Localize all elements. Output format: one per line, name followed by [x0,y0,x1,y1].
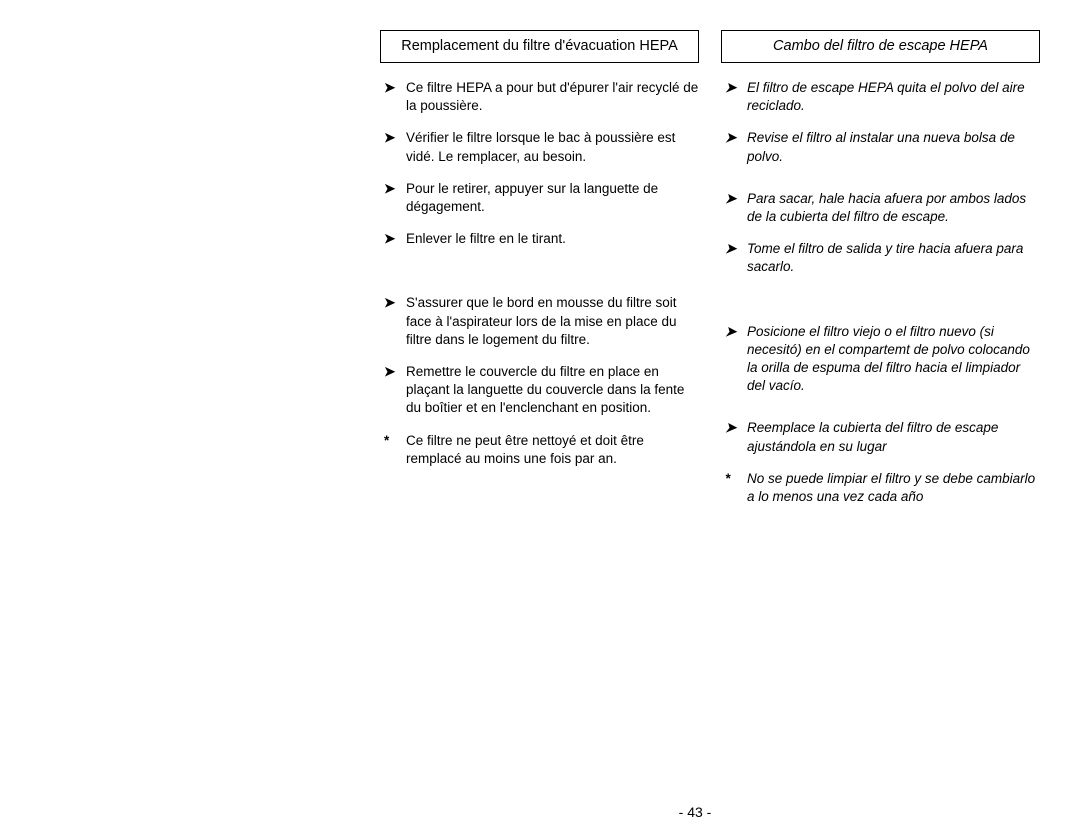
french-title-box: Remplacement du filtre d'évacuation HEPA [380,30,699,63]
item-text: Pour le retirer, appuyer sur la languett… [406,180,699,216]
arrow-bullet-icon: ➤ [725,190,747,226]
list-item: ➤Remettre le couvercle du filtre en plac… [384,363,699,418]
arrow-bullet-icon: ➤ [384,129,406,165]
french-items: ➤Ce filtre HEPA a pour but d'épurer l'ai… [380,79,699,468]
spanish-column: Cambo del filtro de escape HEPA ➤El filt… [721,30,1040,520]
list-item: ➤Para sacar, hale hacia afuera por ambos… [725,190,1040,226]
item-text: Para sacar, hale hacia afuera por ambos … [747,190,1040,226]
item-text: Tome el filtro de salida y tire hacia af… [747,240,1040,276]
asterisk-icon: * [384,432,406,468]
list-item: ➤Posicione el filtro viejo o el filtro n… [725,323,1040,396]
list-item: ➤Reemplace la cubierta del filtro de esc… [725,419,1040,455]
arrow-bullet-icon: ➤ [725,129,747,165]
item-text: S'assurer que le bord en mousse du filtr… [406,294,699,349]
list-item: *Ce filtre ne peut être nettoyé et doit … [384,432,699,468]
list-item: ➤El filtro de escape HEPA quita el polvo… [725,79,1040,115]
item-text: Revise el filtro al instalar una nueva b… [747,129,1040,165]
french-column: Remplacement du filtre d'évacuation HEPA… [380,30,699,520]
arrow-bullet-icon: ➤ [384,180,406,216]
list-item: ➤Revise el filtro al instalar una nueva … [725,129,1040,165]
asterisk-icon: * [725,470,747,506]
arrow-bullet-icon: ➤ [725,79,747,115]
arrow-bullet-icon: ➤ [384,294,406,349]
two-column-layout: Remplacement du filtre d'évacuation HEPA… [40,30,1040,520]
list-item: ➤Ce filtre HEPA a pour but d'épurer l'ai… [384,79,699,115]
list-item: ➤Tome el filtro de salida y tire hacia a… [725,240,1040,276]
list-item: ➤Pour le retirer, appuyer sur la languet… [384,180,699,216]
list-item: ➤S'assurer que le bord en mousse du filt… [384,294,699,349]
arrow-bullet-icon: ➤ [384,363,406,418]
arrow-bullet-icon: ➤ [725,323,747,396]
item-text: Vérifier le filtre lorsque le bac à pous… [406,129,699,165]
item-text: No se puede limpiar el filtro y se debe … [747,470,1040,506]
arrow-bullet-icon: ➤ [384,79,406,115]
list-item: ➤Enlever le filtre en le tirant. [384,230,699,248]
item-text: Reemplace la cubierta del filtro de esca… [747,419,1040,455]
item-text: Enlever le filtre en le tirant. [406,230,699,248]
spanish-items: ➤El filtro de escape HEPA quita el polvo… [721,79,1040,507]
item-text: Remettre le couvercle du filtre en place… [406,363,699,418]
item-text: Ce filtre ne peut être nettoyé et doit ê… [406,432,699,468]
item-text: Posicione el filtro viejo o el filtro nu… [747,323,1040,396]
item-text: El filtro de escape HEPA quita el polvo … [747,79,1040,115]
list-item: ➤Vérifier le filtre lorsque le bac à pou… [384,129,699,165]
list-item: *No se puede limpiar el filtro y se debe… [725,470,1040,506]
page-number: - 43 - [0,804,1080,820]
arrow-bullet-icon: ➤ [725,419,747,455]
arrow-bullet-icon: ➤ [384,230,406,248]
arrow-bullet-icon: ➤ [725,240,747,276]
spanish-title-box: Cambo del filtro de escape HEPA [721,30,1040,63]
manual-page: Remplacement du filtre d'évacuation HEPA… [0,0,1080,520]
item-text: Ce filtre HEPA a pour but d'épurer l'air… [406,79,699,115]
